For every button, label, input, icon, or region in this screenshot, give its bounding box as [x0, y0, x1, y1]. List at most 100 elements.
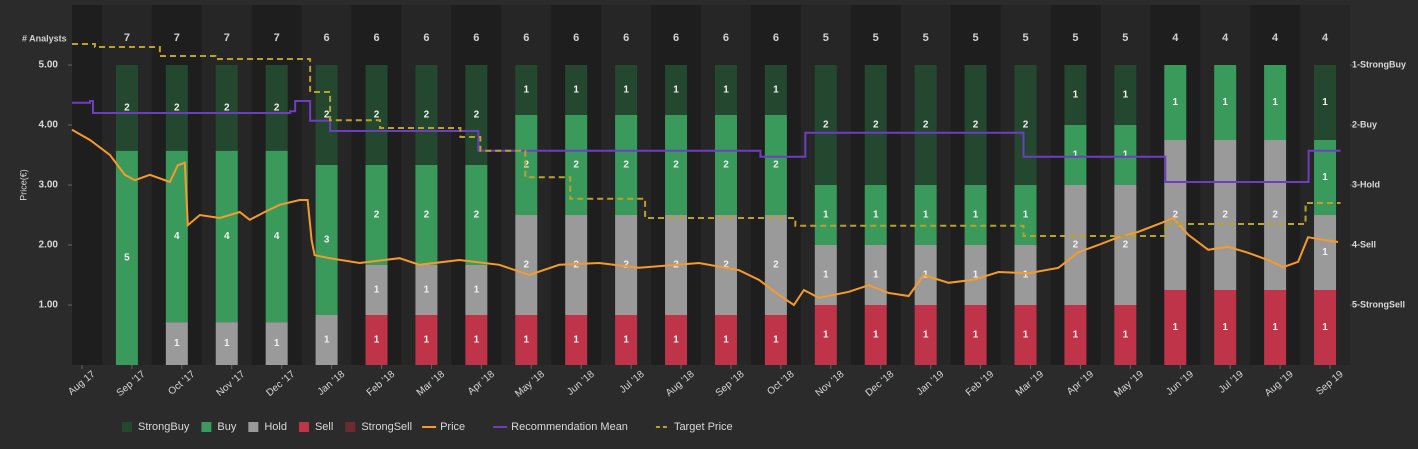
analyst-count: 6: [523, 32, 529, 44]
bar-segment-label: 4: [174, 231, 180, 242]
legend-label: StrongSell: [361, 421, 412, 433]
analyst-count: 5: [923, 32, 929, 44]
bar-segment-label: 1: [823, 210, 829, 221]
bar-segment: [1314, 290, 1337, 365]
analyst-count: 5: [823, 32, 829, 44]
bar-segment: [764, 215, 787, 315]
bar-segment-label: 1: [524, 335, 530, 346]
bar-segment-label: 2: [623, 260, 629, 271]
bar-segment-label: 1: [424, 335, 430, 346]
analyst-count: 4: [1172, 32, 1179, 44]
bar-segment-label: 1: [1322, 97, 1328, 108]
bar-segment: [665, 115, 688, 215]
y2-tick-label: 1-StrongBuy: [1352, 59, 1406, 69]
bar-segment-label: 2: [1073, 240, 1079, 251]
bar-segment-label: 2: [1272, 210, 1278, 221]
bar-segment: [1064, 125, 1087, 185]
bar-segment: [714, 215, 737, 315]
bar-segment-label: 1: [1172, 322, 1178, 333]
analyst-count: 6: [423, 32, 429, 44]
bar-segment: [964, 305, 987, 365]
bar-segment: [115, 65, 138, 151]
bar-segment: [814, 245, 837, 305]
analyst-count: 6: [573, 32, 579, 44]
bar-segment: [565, 65, 588, 115]
bar-segment-label: 1: [1073, 150, 1079, 161]
bar-segment-label: 5: [124, 252, 130, 263]
analyst-count: 6: [373, 32, 379, 44]
bar-segment-label: 2: [923, 120, 929, 131]
analyst-count: 7: [274, 32, 280, 44]
bar-segment-label: 2: [174, 102, 180, 113]
legend-item: Recommendation Mean: [493, 421, 628, 433]
bar-segment-label: 1: [1123, 330, 1129, 341]
analyst-count: 6: [673, 32, 679, 44]
bar-segment-label: 2: [723, 160, 729, 171]
bar-segment: [665, 315, 688, 365]
bar-segment-label: 1: [1023, 270, 1029, 281]
bar-segment-label: 2: [573, 160, 579, 171]
bar-segment-label: 2: [823, 120, 829, 131]
bar-segment-label: 2: [973, 120, 979, 131]
bar-segment: [615, 215, 638, 315]
bar-segment-label: 1: [773, 85, 779, 96]
bar-segment-label: 1: [873, 270, 879, 281]
analyst-count: 4: [1222, 32, 1229, 44]
bar-segment-label: 1: [424, 285, 430, 296]
bar-segment: [665, 65, 688, 115]
legend-label: Recommendation Mean: [511, 421, 628, 433]
bar-segment-label: 2: [274, 102, 280, 113]
bar-segment: [215, 65, 238, 151]
bar-segment-label: 1: [224, 338, 230, 349]
bar-segment: [465, 65, 488, 165]
analyst-count: 4: [1322, 32, 1329, 44]
bar-segment: [964, 65, 987, 185]
bar-segment: [465, 315, 488, 365]
line-series: [72, 100, 1341, 183]
bar-segment: [165, 150, 188, 323]
bar-segment: [1264, 290, 1287, 365]
bar-segment: [1214, 65, 1237, 140]
bar-segment: [315, 65, 338, 165]
legend-item: Target Price: [655, 421, 733, 433]
bar-segment: [265, 65, 288, 151]
bar-segment: [864, 185, 887, 245]
legend-label: Hold: [264, 421, 287, 433]
bar-segment: [365, 265, 388, 315]
bar-segment: [415, 65, 438, 165]
bar-segment-label: 1: [1172, 97, 1178, 108]
bar-segment-label: 1: [474, 285, 480, 296]
bar-segment-label: 1: [274, 338, 280, 349]
legend-label: Buy: [217, 421, 236, 433]
bar-segment: [714, 65, 737, 115]
bar-segment-label: 1: [1123, 90, 1129, 101]
bar-segment: [215, 322, 238, 365]
bar-segment-label: 2: [474, 110, 480, 121]
bar-segment: [415, 165, 438, 265]
analyst-count: 6: [623, 32, 629, 44]
bar-segment-label: 2: [773, 160, 779, 171]
bar-segment-label: 1: [873, 210, 879, 221]
bar-segment: [814, 185, 837, 245]
bar-segment-label: 2: [1172, 210, 1178, 221]
legend-item: Sell: [298, 421, 333, 433]
legend-item: Buy: [201, 421, 237, 433]
bar-segment-label: 1: [1322, 247, 1328, 258]
bar-segment: [1164, 65, 1187, 140]
bar-segment: [914, 185, 937, 245]
bar-segment: [864, 65, 887, 185]
bar-segment-label: 2: [224, 102, 230, 113]
bar-segment-label: 1: [673, 335, 679, 346]
bar-segment: [1314, 140, 1337, 215]
bar-segment: [415, 315, 438, 365]
bar-segment-label: 1: [1272, 322, 1278, 333]
bar-segment-label: 3: [324, 235, 330, 246]
bar-segment: [764, 65, 787, 115]
line-series: [72, 43, 1341, 237]
legend-swatch: [298, 422, 309, 432]
bar-segment: [1164, 140, 1187, 290]
y2-tick-label: 5-StrongSell: [1352, 299, 1405, 309]
bar-segment: [615, 115, 638, 215]
bar-segment-label: 2: [124, 102, 130, 113]
y-tick-label: 5.00: [39, 60, 59, 71]
